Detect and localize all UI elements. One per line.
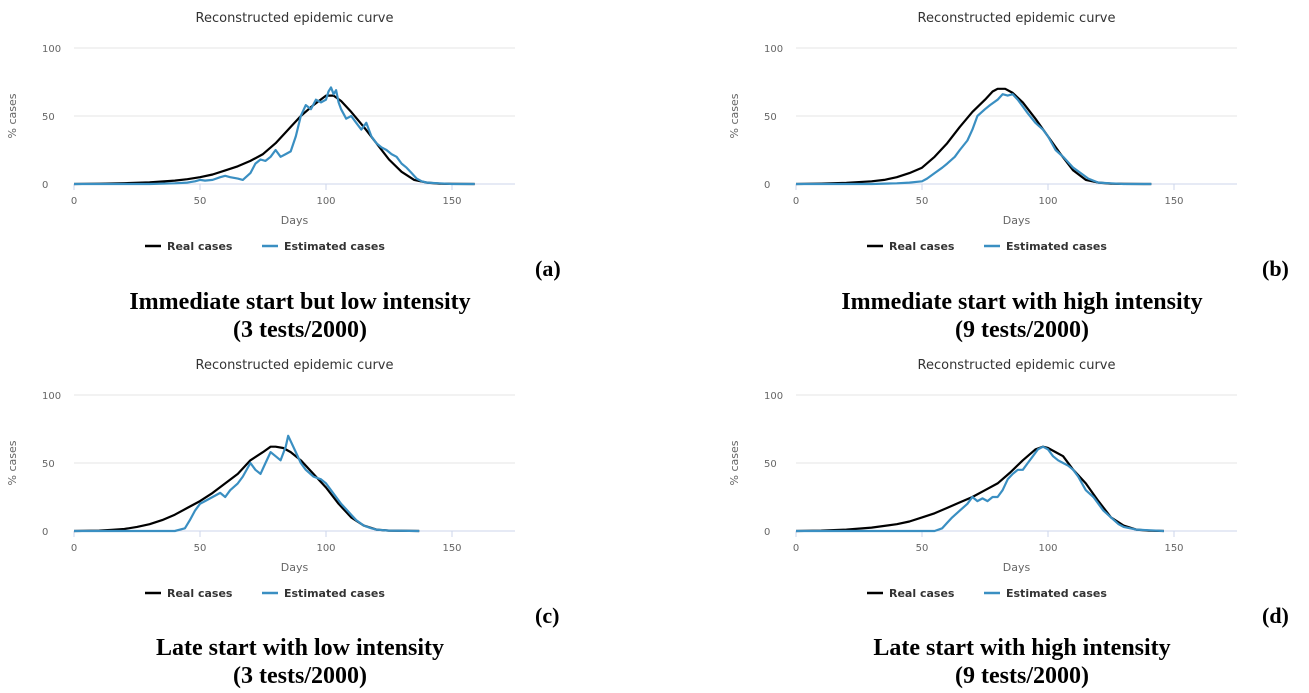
legend-item-estimated-cases[interactable]: Estimated cases [262,587,385,600]
x-tick-label: 50 [916,543,929,554]
chart-a: Reconstructed epidemic curve 0 50 100 0 50 100… [6,11,515,253]
series-line-estimated-cases [74,434,420,533]
x-tick-label: 150 [1164,196,1183,207]
caption-d: Late start with high intensity (9 tests/… [722,634,1309,690]
y-axis-label: % cases [6,440,19,485]
caption-b: Immediate start with high intensity (9 t… [722,288,1309,344]
legend-item-real-cases[interactable]: Real cases [867,240,955,253]
x-tick-label: 100 [316,543,335,554]
legend-label: Real cases [889,587,955,600]
chart-title: Reconstructed epidemic curve [918,358,1116,373]
y-tick-label: 50 [764,459,777,470]
series-line-real-cases [73,445,420,533]
caption-d-line2: (9 tests/2000) [955,663,1089,689]
chart-title: Reconstructed epidemic curve [918,11,1116,26]
y-axis-label: % cases [6,93,19,138]
x-tick-label: 150 [1164,543,1183,554]
chart-b: Reconstructed epidemic curve 0 50 100 0 50 100… [728,11,1237,253]
legend-item-estimated-cases[interactable]: Estimated cases [984,240,1107,253]
y-tick-label: 0 [42,180,48,191]
x-tick-label: 50 [194,196,207,207]
chart-c: Reconstructed epidemic curve 0 50 100 0 50 100… [6,358,515,600]
y-tick-label: 100 [42,44,61,55]
series-line-estimated-cases [796,93,1152,186]
legend-label: Estimated cases [1006,587,1107,600]
x-tick-label: 0 [793,196,799,207]
caption-b-line1: Immediate start with high intensity [841,289,1203,315]
x-axis-label: Days [281,214,309,227]
caption-a-line1: Immediate start but low intensity [129,289,471,315]
y-tick-label: 100 [764,391,783,402]
series-line-real-cases [795,87,1152,186]
panel-label-a: (a) [535,256,561,281]
y-tick-label: 100 [764,44,783,55]
x-tick-label: 150 [442,543,461,554]
y-axis-label: % cases [728,440,741,485]
legend-item-real-cases[interactable]: Real cases [867,587,955,600]
series-line-real-cases [73,94,475,186]
chart-panel-d: Reconstructed epidemic curve 0 50 100 0 50 100… [722,347,1309,693]
y-tick-label: 0 [764,180,770,191]
panel-label-c: (c) [535,603,560,628]
x-axis-label: Days [1003,214,1031,227]
caption-a-line2: (3 tests/2000) [233,317,367,343]
chart-panel-b: Reconstructed epidemic curve 0 50 100 0 50 100… [722,0,1309,346]
chart-title: Reconstructed epidemic curve [196,11,394,26]
x-axis-label: Days [281,561,309,574]
y-tick-label: 0 [42,527,48,538]
legend-label: Estimated cases [1006,240,1107,253]
x-tick-label: 0 [793,543,799,554]
legend-label: Real cases [889,240,955,253]
legend-item-real-cases[interactable]: Real cases [145,240,233,253]
y-tick-label: 0 [764,527,770,538]
chart-panel-a: Reconstructed epidemic curve 0 50 100 0 50 100… [0,0,600,346]
y-tick-label: 50 [42,112,55,123]
legend-item-estimated-cases[interactable]: Estimated cases [262,240,385,253]
caption-a: Immediate start but low intensity (3 tes… [0,288,600,344]
caption-c-line2: (3 tests/2000) [233,663,367,689]
legend-label: Estimated cases [284,240,385,253]
legend-item-real-cases[interactable]: Real cases [145,587,233,600]
series-line-estimated-cases [796,445,1164,533]
x-tick-label: 100 [1038,543,1057,554]
caption-b-line2: (9 tests/2000) [955,317,1089,343]
x-tick-label: 100 [1038,196,1057,207]
x-tick-label: 150 [442,196,461,207]
y-tick-label: 100 [42,391,61,402]
y-axis-label: % cases [728,93,741,138]
caption-c-line1: Late start with low intensity [156,635,444,661]
x-tick-label: 50 [916,196,929,207]
chart-title: Reconstructed epidemic curve [196,358,394,373]
panel-label-b: (b) [1262,256,1289,281]
x-tick-label: 0 [71,196,77,207]
series-line-real-cases [795,445,1164,533]
x-tick-label: 50 [194,543,207,554]
caption-c: Late start with low intensity (3 tests/2… [0,634,600,690]
series-line-estimated-cases [74,86,475,186]
y-tick-label: 50 [764,112,777,123]
legend-label: Real cases [167,587,233,600]
x-tick-label: 0 [71,543,77,554]
legend-item-estimated-cases[interactable]: Estimated cases [984,587,1107,600]
x-axis-label: Days [1003,561,1031,574]
chart-d: Reconstructed epidemic curve 0 50 100 0 50 100… [728,358,1237,600]
panel-label-d: (d) [1262,603,1289,628]
chart-panel-c: Reconstructed epidemic curve 0 50 100 0 50 100… [0,347,600,693]
legend-label: Real cases [167,240,233,253]
legend-label: Estimated cases [284,587,385,600]
x-tick-label: 100 [316,196,335,207]
y-tick-label: 50 [42,459,55,470]
caption-d-line1: Late start with high intensity [873,635,1171,661]
